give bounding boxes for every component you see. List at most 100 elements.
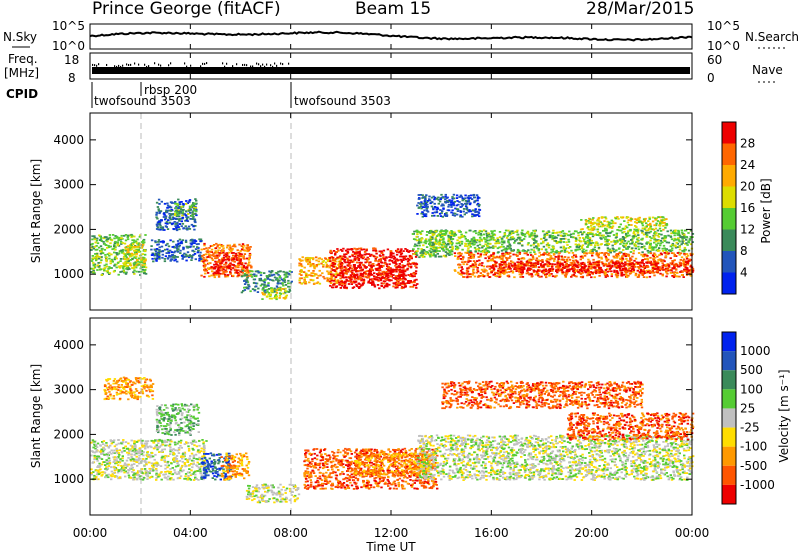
heat-cell: [137, 251, 141, 253]
heat-cell: [520, 267, 523, 270]
heat-cell: [587, 242, 591, 245]
heat-cell: [128, 253, 131, 256]
heat-cell: [231, 267, 235, 269]
heat-cell: [329, 264, 332, 267]
freq-mark: [96, 64, 98, 67]
heat-cell: [158, 221, 162, 224]
heat-cell: [650, 264, 653, 266]
heat-cell: [396, 251, 399, 253]
heat-cell: [543, 236, 547, 238]
heat-cell: [487, 251, 490, 253]
heat-cell: [192, 254, 195, 256]
heat-cell: [357, 265, 360, 267]
heat-cell: [130, 252, 134, 255]
heat-cell: [479, 255, 482, 258]
heat-cell: [678, 248, 682, 251]
heat-cell: [482, 245, 485, 247]
heat-cell: [175, 215, 179, 218]
heat-cell: [99, 261, 102, 264]
heat-cell: [177, 198, 180, 201]
heat-cell: [477, 233, 480, 236]
heat-cell: [526, 232, 529, 234]
heat-cell: [253, 273, 256, 276]
heat-cell: [484, 253, 487, 256]
heat-cell: [216, 261, 219, 263]
heat-cell: [567, 256, 570, 259]
heat-cell: [157, 239, 161, 241]
heat-cell: [508, 234, 511, 236]
heat-cell: [615, 266, 618, 269]
heat-cell: [664, 255, 668, 258]
heat-cell: [115, 257, 118, 260]
heat-cell: [352, 260, 355, 263]
heat-cell: [349, 259, 353, 262]
heat-cell: [132, 271, 135, 274]
heat-cell: [349, 274, 353, 277]
heat-cell: [192, 225, 195, 228]
heat-cell: [514, 253, 518, 256]
heat-cell: [480, 264, 484, 267]
heat-cell: [425, 238, 428, 241]
heat-cell: [431, 234, 435, 236]
heat-cell: [568, 258, 572, 261]
heat-cell: [658, 259, 661, 261]
heat-cell: [654, 240, 658, 243]
cpid-segment-2: rbsp 200: [144, 83, 197, 97]
heat-cell: [365, 248, 368, 251]
heat-cell: [468, 273, 471, 275]
heat-cell: [548, 234, 552, 237]
heat-cell: [587, 258, 590, 261]
heat-cell: [471, 265, 474, 268]
heat-cell: [176, 204, 179, 207]
heat-cell: [605, 273, 608, 276]
heat-cell: [156, 251, 159, 254]
heat-cell: [441, 246, 444, 248]
heat-cell: [636, 238, 639, 241]
freq-mark: [242, 63, 244, 66]
heat-cell: [483, 268, 486, 271]
heat-cell: [186, 255, 189, 257]
heat-cell: [161, 227, 165, 229]
heat-cell: [661, 250, 665, 252]
heat-cell: [486, 242, 490, 245]
heat-cell: [669, 245, 672, 248]
heat-cell: [646, 231, 649, 234]
heat-cell: [641, 270, 645, 273]
heat-cell: [277, 280, 280, 283]
heat-cell: [196, 246, 199, 248]
heat-cell: [490, 230, 493, 233]
heat-cell: [282, 297, 285, 299]
heat-cell: [117, 239, 120, 242]
heat-cell: [548, 273, 552, 276]
heat-cell: [218, 252, 221, 254]
heat-cell: [675, 262, 678, 265]
heat-cell: [190, 257, 194, 259]
freq-mark: [260, 65, 262, 68]
heat-cell: [630, 242, 634, 245]
heat-cell: [373, 275, 376, 278]
heat-cell: [535, 270, 539, 273]
heat-cell: [387, 274, 390, 277]
heat-cell: [667, 241, 671, 244]
heat-cell: [576, 244, 579, 246]
heat-cell: [161, 256, 164, 259]
heat-cell: [168, 214, 172, 217]
heat-cell: [135, 249, 138, 252]
heat-cell: [516, 266, 520, 268]
freq-mark: [148, 65, 150, 68]
heat-cell: [355, 277, 359, 280]
heat-cell: [542, 253, 545, 256]
heat-cell: [678, 234, 681, 237]
heat-cell: [434, 238, 437, 240]
heat-cell: [691, 233, 695, 235]
heat-cell: [476, 244, 479, 247]
heat-cell: [168, 206, 171, 209]
heat-cell: [377, 276, 380, 279]
heat-cell: [626, 232, 630, 234]
heat-cell: [133, 266, 137, 268]
heat-cell: [558, 231, 562, 234]
heat-cell: [644, 258, 647, 260]
heat-cell: [412, 284, 416, 286]
heat-cell: [162, 216, 166, 218]
heat-cell: [326, 270, 329, 273]
